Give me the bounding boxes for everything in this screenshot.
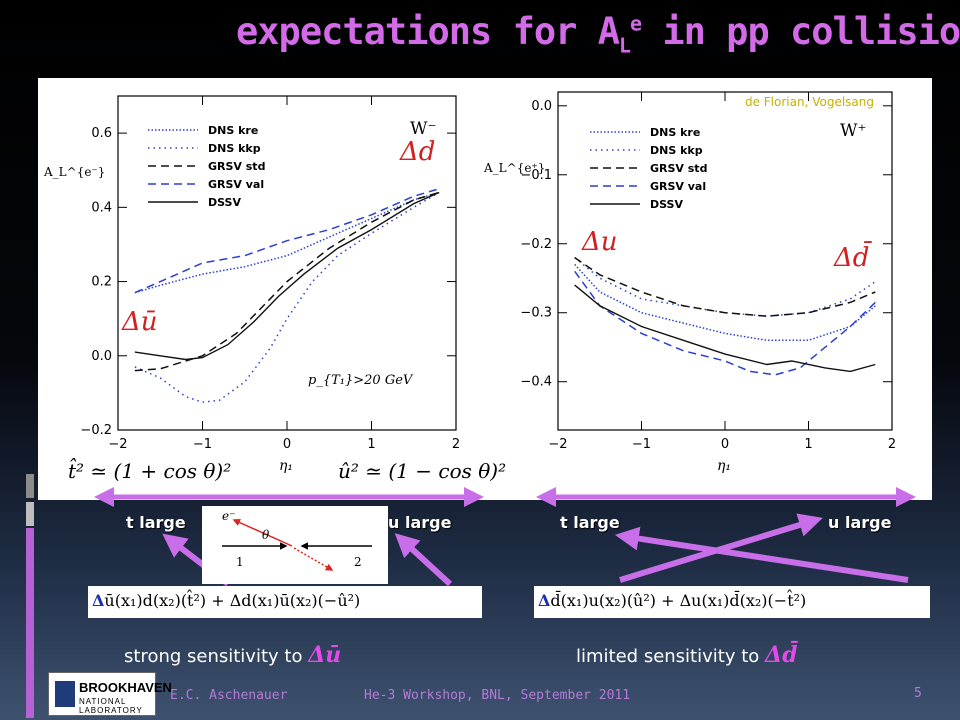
- y-tick-label: −0.1: [520, 168, 552, 183]
- electron-line: [232, 519, 293, 547]
- x-tick-label: 2: [452, 437, 460, 452]
- legend-entry: GRSV std: [208, 160, 265, 173]
- y-axis-label: A_L^{e⁻}: [43, 165, 105, 179]
- logo-line-1: BROOKHAVEN: [79, 680, 172, 695]
- chart-panel-w-minus: −2 −1 0 1 2 −0.2 0.0 0.2 0.4 0.6 η₁ A_L^{e⁻} W⁻ DNS k…: [43, 95, 460, 474]
- y-tick-label: −0.3: [520, 306, 552, 321]
- x-tick-label: −1: [193, 437, 212, 452]
- kin-theta-label: θ: [262, 528, 270, 542]
- legend-entry: GRSV val: [650, 180, 706, 193]
- arrow-to-u-large-left: [394, 533, 453, 587]
- kin-e-label: e⁻: [222, 509, 235, 523]
- side-bar-purple: [26, 528, 34, 718]
- arrow-to-t-large-right: [614, 526, 909, 583]
- x-axis-label: η₁: [279, 458, 293, 474]
- y-tick-label: −0.2: [520, 237, 552, 252]
- x-axis-label: η₁: [717, 458, 731, 474]
- legend-entry: DSSV: [650, 198, 683, 211]
- formula-left: Δū(x₁)d(x₂)(t̂²) + Δd(x₁)ū(x₂)(−û²): [88, 586, 482, 618]
- kinematics-sketch: e⁻ θ 1 2: [222, 509, 372, 571]
- x-tick-label: −2: [548, 437, 567, 452]
- logo-mark: [55, 681, 75, 707]
- sensitivity-right: limited sensitivity to Δd̄: [576, 642, 798, 668]
- x-tick-label: −2: [108, 437, 127, 452]
- logo-line-2: NATIONAL LABORATORY: [79, 697, 143, 715]
- y-axis-label: A_L^{e⁺}: [483, 161, 545, 175]
- t-large-right-label: t large: [560, 513, 620, 532]
- series-line-grsv-val: [134, 188, 440, 294]
- sensitivity-left: strong sensitivity to Δū: [124, 642, 342, 668]
- legend-entry: GRSV val: [208, 178, 264, 191]
- u-large-left-label: u large: [388, 513, 452, 532]
- y-tick-label: 0.0: [91, 349, 112, 364]
- x-tick-label: −1: [632, 437, 651, 452]
- panel-title: W⁺: [840, 121, 866, 141]
- chart-annotation: Δd̄: [833, 240, 873, 273]
- t-large-left-label: t large: [126, 513, 186, 532]
- kinematics-diagram: e⁻ θ 1 2: [202, 506, 388, 584]
- page-number: 5: [914, 686, 922, 701]
- series-line-dssv: [574, 284, 876, 373]
- u-large-right-label: u large: [828, 513, 892, 532]
- slide-title: expectations for ALe in pp collisions: [236, 10, 960, 58]
- chart-panel-w-plus: −2 −1 0 1 2 −0.4 −0.3 −0.2 −0.1 0.0 η₁ A_L^{e⁺} W⁺ DN…: [483, 91, 896, 474]
- legend-entry: DNS kkp: [208, 142, 261, 155]
- legend-entry: DNS kre: [208, 124, 258, 137]
- series-line-dns-kre: [574, 263, 876, 342]
- chart-figure: −2 −1 0 1 2 −0.2 0.0 0.2 0.4 0.6 η₁ A_L^{e⁻} W⁻ DNS k…: [38, 78, 932, 500]
- chart-annotation: Δu: [581, 227, 618, 257]
- formula-right: Δd̄(x₁)u(x₂)(û²) + Δu(x₁)d̄(x₂)(−t̂²): [534, 586, 930, 618]
- y-tick-label: 0.2: [91, 275, 112, 290]
- legend-entry: DNS kkp: [650, 144, 703, 157]
- footer-event: He-3 Workshop, BNL, September 2011: [364, 688, 631, 703]
- x-tick-label: 1: [367, 437, 375, 452]
- legend-entry: DSSV: [208, 196, 241, 209]
- arrow-to-u-large-right: [619, 513, 823, 583]
- footer-author: E.C. Aschenauer: [170, 688, 288, 703]
- side-bar-gray-2: [26, 502, 34, 526]
- credit-label: de Florian, Vogelsang: [745, 95, 874, 109]
- chart-annotation: Δd: [399, 137, 435, 167]
- y-tick-label: 0.0: [531, 99, 552, 114]
- kin-1-label: 1: [236, 555, 244, 569]
- y-tick-label: −0.4: [520, 375, 552, 390]
- legend-entry: GRSV std: [650, 162, 707, 175]
- side-bar-gray-1: [26, 474, 34, 498]
- y-tick-label: 0.6: [91, 126, 112, 141]
- chart-background: [38, 78, 932, 500]
- x-tick-label: 2: [888, 437, 896, 452]
- panel-title: W⁻: [410, 119, 436, 139]
- legend-entry: DNS kre: [650, 126, 700, 139]
- kin-2-label: 2: [354, 555, 362, 569]
- x-tick-label: 0: [283, 437, 291, 452]
- series-line-grsv-val: [574, 270, 876, 376]
- chart-annotation: Δū: [121, 307, 158, 337]
- neutrino-line: [293, 547, 334, 571]
- brookhaven-logo: BROOKHAVEN NATIONAL LABORATORY: [48, 672, 172, 716]
- series-line-grsv-std: [574, 256, 876, 317]
- x-tick-label: 0: [721, 437, 729, 452]
- x-tick-label: 1: [804, 437, 812, 452]
- y-tick-label: −0.2: [80, 423, 112, 438]
- series-line-dssv: [134, 191, 440, 361]
- formula-u-hat: û² ≃ (1 − cos θ)²: [338, 459, 506, 483]
- chart-annotation: p_{T₁}>20 GeV: [308, 373, 414, 388]
- y-tick-label: 0.4: [91, 200, 112, 215]
- formula-t-hat: t̂² ≃ (1 + cos θ)²: [68, 457, 231, 483]
